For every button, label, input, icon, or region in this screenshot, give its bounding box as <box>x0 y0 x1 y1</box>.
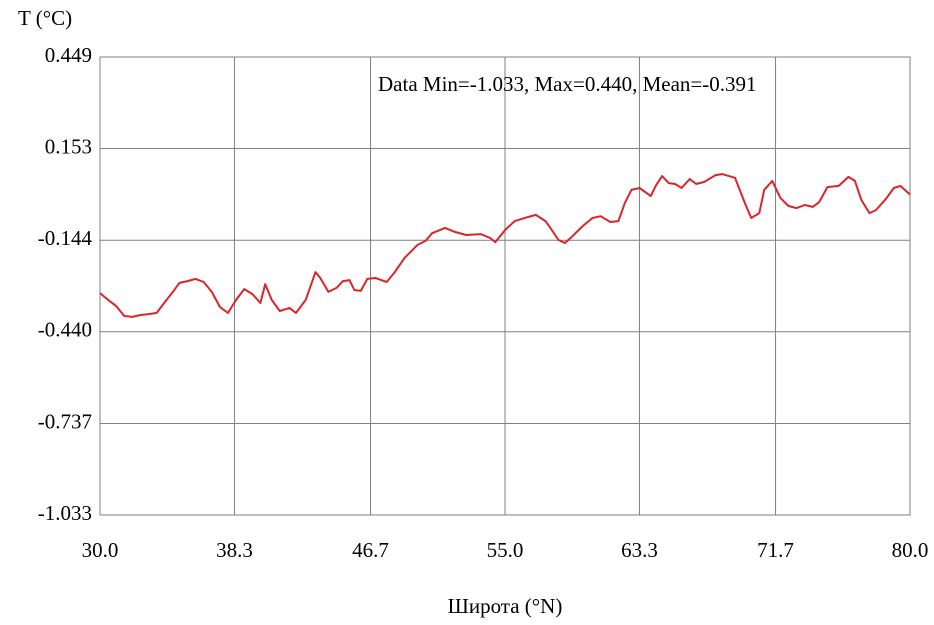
y-tick-label: -1.033 <box>38 501 92 525</box>
data-line <box>99 173 911 318</box>
x-tick-label: 80.0 <box>892 538 929 562</box>
x-tick-label: 46.7 <box>352 538 389 562</box>
x-tick-label: 63.3 <box>621 538 658 562</box>
x-axis-label: Широта (°N) <box>448 594 563 618</box>
y-tick-label: 0.153 <box>45 134 92 158</box>
y-tick-label: -0.144 <box>38 226 93 250</box>
x-tick-label: 55.0 <box>487 538 524 562</box>
x-tick-label: 71.7 <box>757 538 794 562</box>
y-tick-label: -0.440 <box>38 318 92 342</box>
y-tick-label: -0.737 <box>38 409 92 433</box>
y-axis-label: T (°C) <box>18 6 72 30</box>
x-tick-label: 38.3 <box>216 538 253 562</box>
x-tick-label: 30.0 <box>82 538 119 562</box>
y-tick-label: 0.449 <box>45 43 92 67</box>
annotation: Data Min=-1.033, Max=0.440, Mean=-0.391 <box>378 72 756 96</box>
